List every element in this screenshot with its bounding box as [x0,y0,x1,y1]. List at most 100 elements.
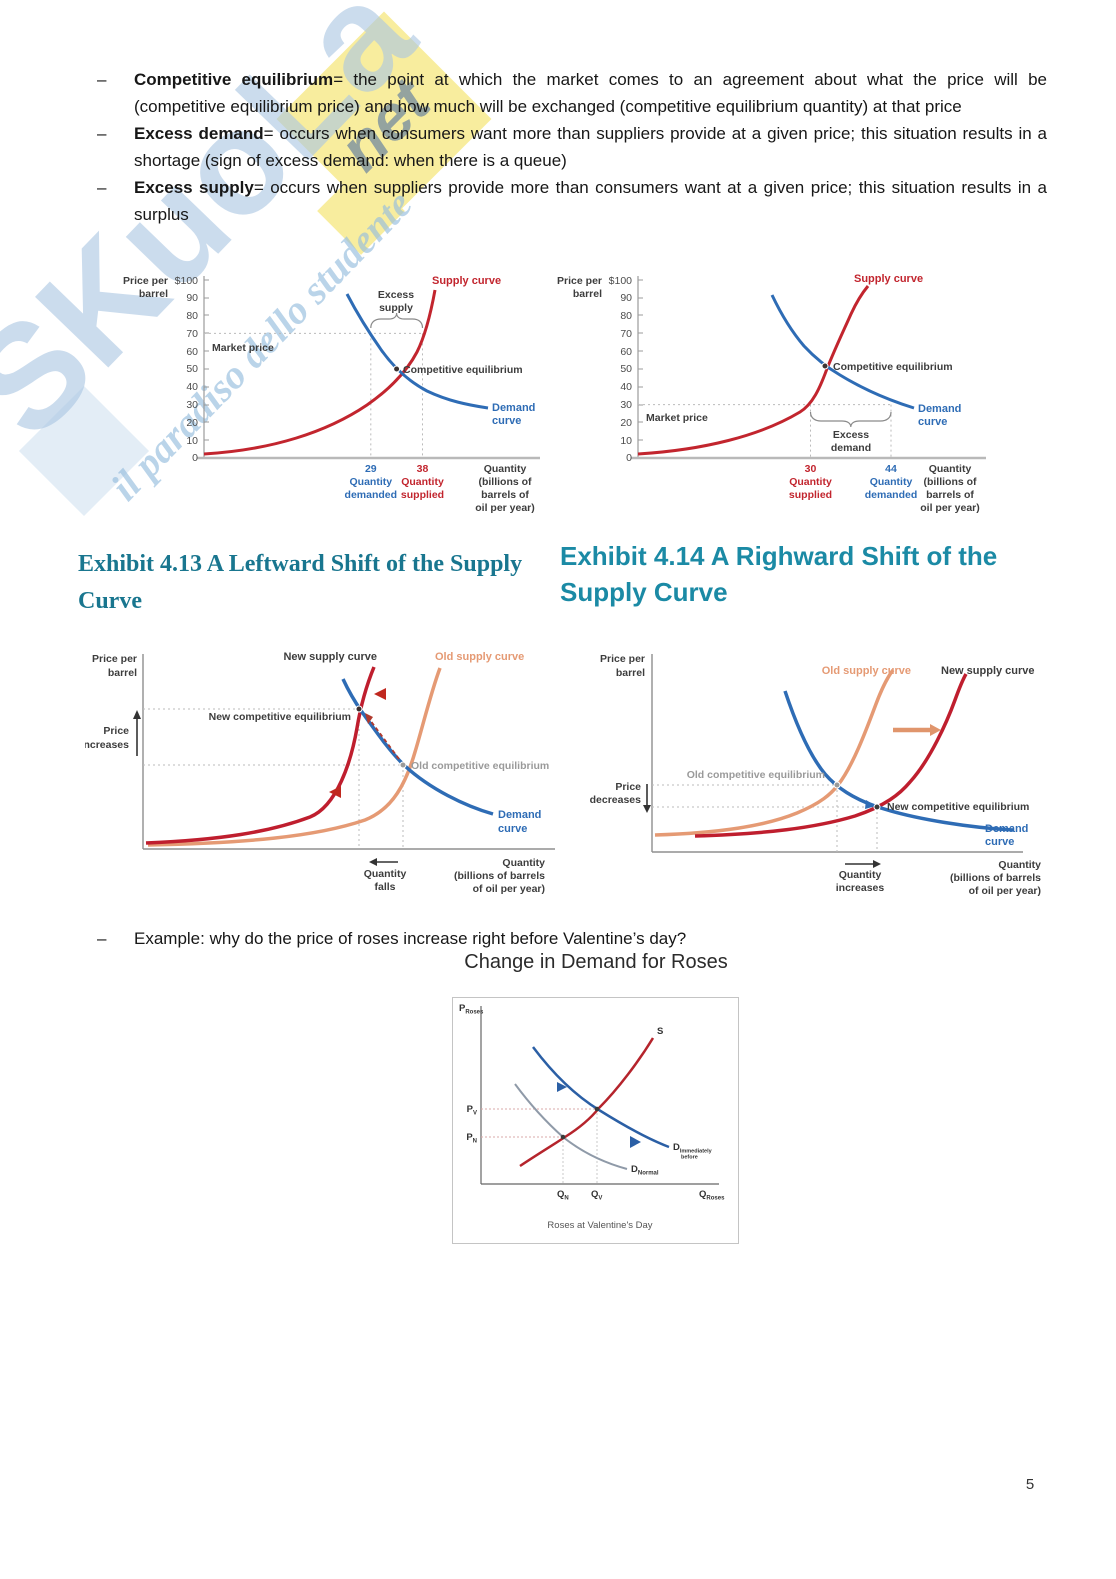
quantity-increases-annotation: Quantity increases [836,860,884,894]
y-tick-label: 60 [186,346,198,358]
demand-curve-label: curve [985,836,1014,848]
market-price-label: Market price [646,412,708,424]
normal-equilibrium-dot [560,1134,566,1140]
quantity-effect-label: Quantity [839,869,882,881]
excess-supply-label: Excess [378,289,414,301]
new-supply-curve [145,666,376,845]
y-tick-label: 50 [186,363,198,375]
x-axis-title-line: of oil per year) [473,883,545,895]
supply-curve [637,285,870,456]
excess-demand-brace [809,411,892,428]
x-tick-supplied-caption: Quantity [789,476,832,488]
x-axis-title-line: (billions of barrels [454,870,545,882]
old-supply-curve [147,667,442,847]
x-axis-labels: 29 Quantity demanded 38 Quantity supplie… [345,463,535,514]
axes [631,276,986,460]
demand-curve-label: curve [918,416,947,428]
chart-leftward-shift: Price per barrel New supply curve Old su… [85,651,555,895]
guide-lines [481,1108,598,1184]
y-tick-label: 90 [620,292,632,304]
old-equilibrium-label: Old competitive equilibrium [687,769,825,781]
down-arrow-icon [643,805,651,813]
bullet-dash: – [97,124,107,143]
demand-curve [770,294,915,410]
axes [142,654,555,850]
page-number: 5 [1025,1476,1035,1493]
x-tick-demanded-caption: demanded [865,489,918,501]
old-supply-curve [654,668,895,837]
y-axis-title: PRoses [459,1003,484,1016]
example-text: Example: why do the price of roses incre… [134,929,687,948]
y-axis-title: Price per [557,275,602,287]
x-tick-supplied-caption: Quantity [401,476,444,488]
chart-excess-demand: $100 90 80 70 60 50 40 30 20 10 0 Price … [557,273,986,514]
y-axis-title: barrel [139,288,168,300]
demand-shift-arrow-upper [537,1082,567,1092]
shift-arrow-top [374,688,428,700]
definition-text: Competitive equilibrium= the point at wh… [134,66,1047,120]
demand-curve-label: Demand [492,402,535,414]
quantity-axis-label: QRoses [699,1189,725,1202]
x-axis-title: barrels of [481,489,529,501]
y-axis-title: Price per [92,653,137,665]
x-tick-demanded-caption: Quantity [870,476,913,488]
y-tick-label: 0 [626,452,632,464]
x-axis-title: barrels of [926,489,974,501]
price-effect-label: Price [615,781,641,793]
excess-supply-brace [370,312,424,329]
guide-lines [652,784,878,852]
y-axis-title: Price per [123,275,168,287]
old-equilibrium-label: Old competitive equilibrium [411,760,549,772]
demand-curve-label: Demand [918,403,961,415]
shift-arrow-middle [329,786,377,798]
y-axis-title: barrel [108,667,137,679]
supply-curve-label: Supply curve [432,275,501,287]
quantity-normal-label: QN [557,1189,569,1202]
definition-text: Excess supply= occurs when suppliers pro… [134,174,1047,228]
figure-caption: Roses at Valentine's Day [547,1220,652,1231]
y-axis-title: barrel [616,667,645,679]
y-axis-labels: $100 90 80 70 60 50 40 30 20 10 0 [175,275,199,464]
definition-term: Excess supply [134,178,254,197]
equilibrium-label: Competitive equilibrium [833,361,953,373]
y-tick-label: $100 [175,275,199,287]
x-axis-title: (billions of [923,476,977,488]
price-valentine-label: PV [467,1104,477,1117]
quantity-falls-annotation: Quantity falls [364,858,407,893]
x-tick-demanded-caption: demanded [345,489,398,501]
market-price-label: Market price [212,342,274,354]
example-bullet: – Example: why do the price of roses inc… [97,925,1047,952]
shift-arrow [893,724,941,736]
demand-curve [341,678,494,816]
y-tick-label: 80 [186,310,198,322]
new-equilibrium-label: New competitive equilibrium [209,711,351,723]
new-equilibrium-dot [873,803,881,811]
exhibit-4-13-heading: Exhibit 4.13 A Leftward Shift of the Sup… [78,551,523,614]
demand-before-valentine-curve [532,1046,670,1149]
guide-lines [204,332,423,458]
x-tick-demanded-caption: Quantity [350,476,393,488]
x-tick-demanded: 29 [365,463,377,475]
quantity-effect-label: Quantity [364,868,407,880]
equilibrium-label: Competitive equilibrium [403,364,523,376]
y-tick-label: 30 [620,399,632,411]
y-tick-label: 10 [620,435,632,447]
equilibrium-transition-arrow [843,790,876,809]
quantity-effect-label: falls [374,881,395,893]
right-arrow-icon [873,860,881,868]
chart-roses-demand-shift: PRoses S DNormal DImmediately before PV P… [459,1003,725,1231]
definition-body: = occurs when consumers want more than s… [134,124,1047,170]
x-axis-title: oil per year) [920,502,980,514]
x-axis-title-line: Quantity [502,857,545,869]
demand-curve-label: curve [498,823,527,835]
y-tick-label: 60 [620,346,632,358]
definition-term: Competitive equilibrium [134,70,334,89]
quantity-valentine-label: QV [591,1189,602,1202]
supply-curve [519,1037,655,1168]
demand-curve-label: Demand [498,809,541,821]
new-supply-curve [694,673,968,838]
definition-term: Excess demand [134,124,264,143]
y-axis-title: Price per [600,653,645,665]
bullet-dash: – [97,929,107,948]
